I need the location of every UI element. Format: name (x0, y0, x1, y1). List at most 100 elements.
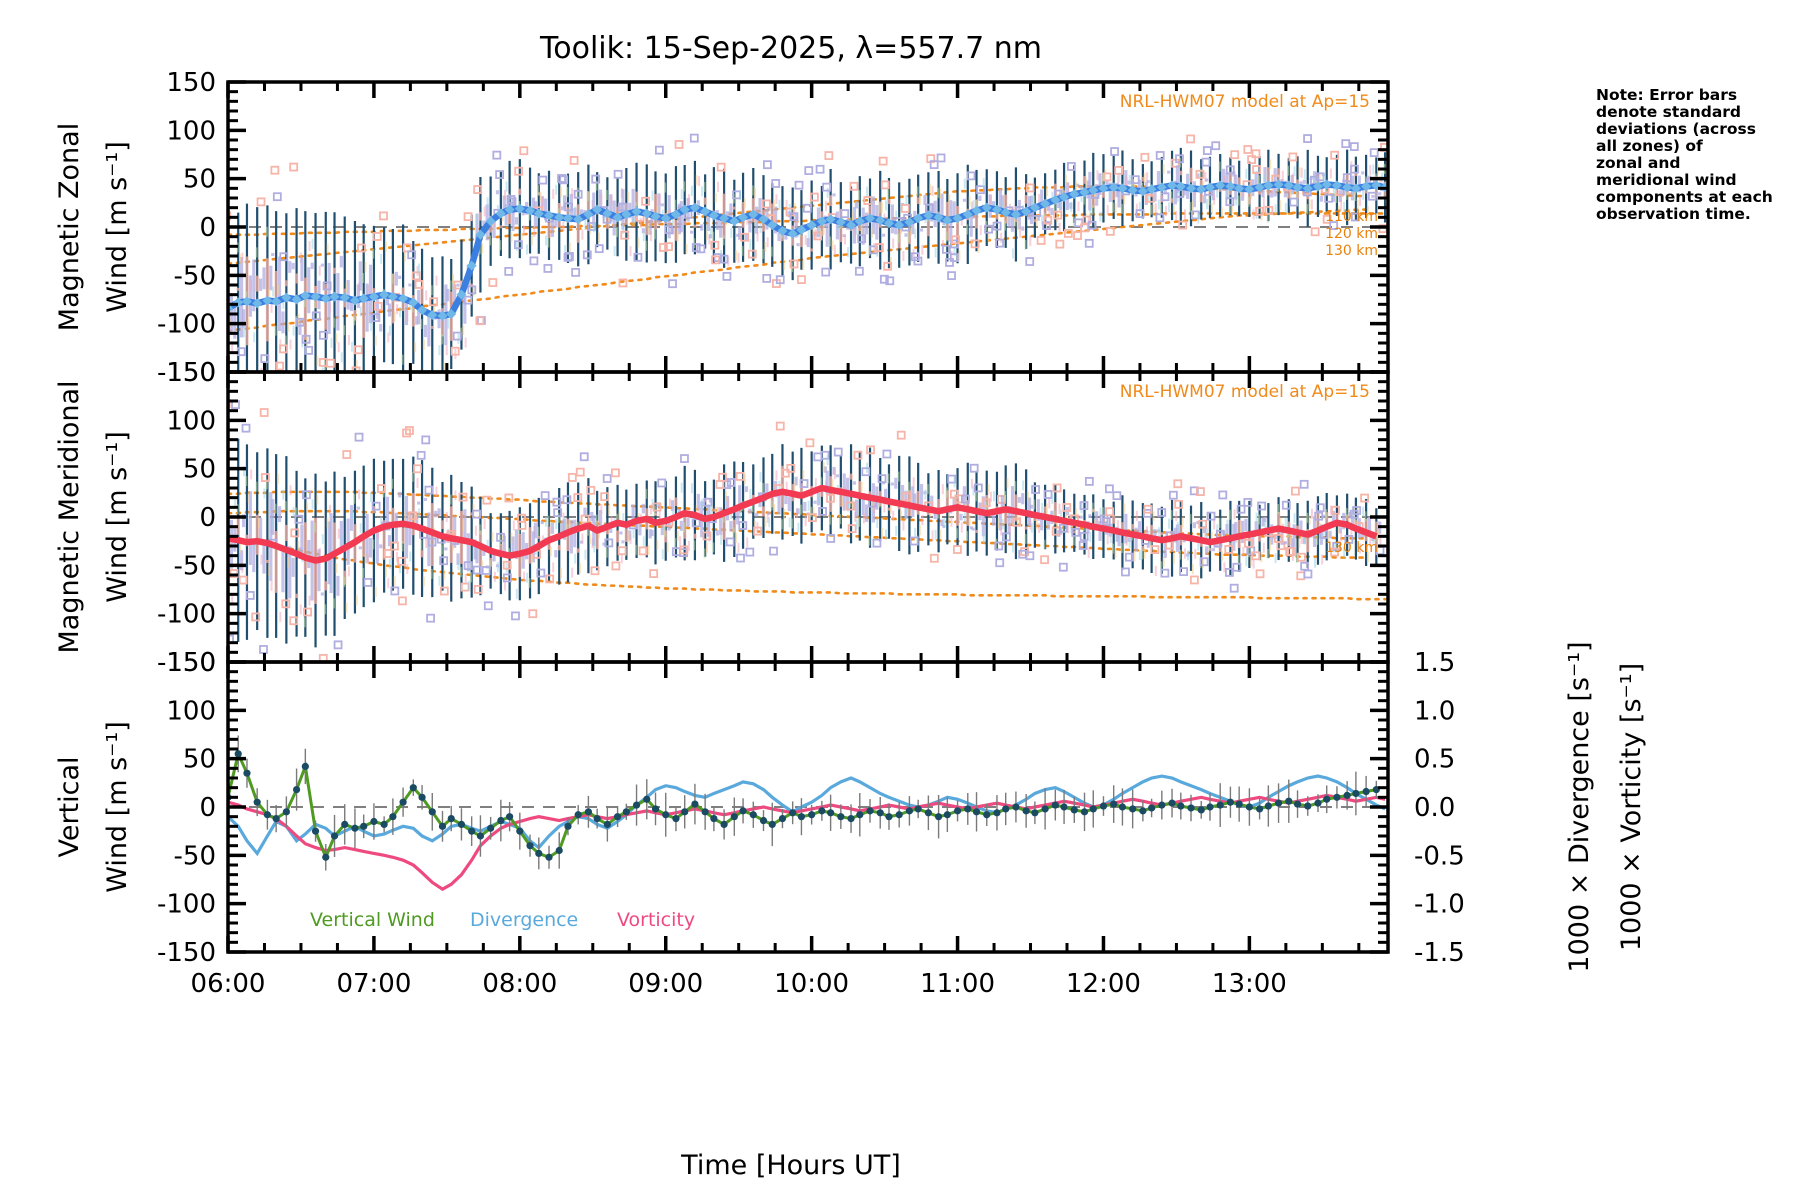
zone-tick (1176, 521, 1179, 532)
zone-spread-bar (706, 211, 711, 232)
zone-tick (680, 482, 683, 493)
zone-spread-bar (861, 493, 865, 516)
zone-spread-bar (683, 220, 687, 225)
zone-sample-marker (1225, 197, 1235, 207)
zone-spread-bar (631, 188, 635, 223)
zone-tick (447, 318, 450, 329)
zone-spread-bar (787, 211, 791, 218)
zone-spread-bar (504, 204, 508, 226)
zone-spread-bar (657, 193, 661, 225)
zone-spread-bar (1163, 543, 1167, 558)
zone-spread-bar (732, 519, 736, 533)
zone-tick (605, 547, 608, 558)
zone-tick (1045, 503, 1048, 514)
zone-sample-marker (913, 256, 923, 266)
vertical-wind-point (739, 807, 747, 815)
zone-tick (895, 210, 898, 221)
zone-tick (1099, 211, 1102, 222)
zone-sample-marker (1255, 206, 1265, 216)
zone-sample-marker (654, 145, 664, 155)
zone-tick (1162, 556, 1165, 567)
zone-spread-bar (729, 521, 733, 532)
zone-tick (1372, 164, 1375, 175)
zone-sample-marker (880, 180, 890, 190)
zone-spread-bar (1112, 184, 1116, 201)
zone-tick (907, 481, 910, 492)
mean-marker (1196, 184, 1207, 195)
vertical-wind-point (1264, 802, 1272, 810)
zone-sample-marker (1195, 169, 1205, 179)
zone-sample-marker (861, 467, 871, 477)
zone-tick (802, 470, 805, 481)
zone-sample-marker (1018, 549, 1028, 559)
zone-spread-bar (258, 517, 263, 544)
mean-marker (933, 212, 944, 223)
zone-sample-marker (808, 513, 817, 523)
zone-sample-marker (408, 511, 418, 521)
vertical-wind-point (808, 811, 816, 819)
zone-spread-bar (473, 539, 477, 560)
zone-tick (714, 506, 717, 517)
zone-spread-bar (281, 550, 285, 593)
zone-spread-bar (336, 575, 340, 596)
zone-sample-marker (495, 170, 505, 179)
zone-sample-marker (289, 162, 299, 172)
zone-spread-bar (362, 538, 366, 557)
zone-spread-bar (1257, 190, 1262, 195)
mean-marker (719, 213, 730, 224)
zone-sample-marker (1303, 134, 1312, 143)
zone-spread-bar (1196, 173, 1200, 178)
zone-sample-marker (304, 345, 314, 355)
zone-tick (749, 488, 752, 499)
zone-sample-marker (1322, 214, 1332, 224)
zone-tick (1262, 197, 1265, 208)
zone-spread-bar (882, 233, 886, 237)
mean-marker (846, 220, 857, 231)
zone-tick (770, 500, 773, 511)
zone-tick (294, 507, 297, 518)
mean-marker (456, 289, 467, 300)
y-tick-label: 0 (199, 793, 216, 823)
zone-tick (705, 542, 708, 553)
zone-spread-bar (562, 519, 567, 540)
zone-tick (1369, 164, 1372, 175)
zone-tick (272, 518, 275, 529)
zone-spread-bar (1299, 520, 1303, 534)
zone-sample-marker (617, 202, 627, 212)
zone-sample-marker (383, 549, 393, 558)
zone-tick (268, 565, 271, 576)
zone-tick (1170, 191, 1173, 202)
zone-tick (907, 232, 910, 243)
zone-sample-marker (1276, 541, 1286, 551)
vertical-wind-point (710, 815, 718, 823)
zone-spread-bar (621, 540, 625, 544)
zone-tick (1041, 502, 1044, 513)
zone-sample-marker (528, 609, 538, 619)
zone-spread-bar (971, 527, 975, 531)
zone-spread-bar (271, 252, 275, 256)
zone-tick (1210, 203, 1213, 214)
zone-sample-marker (517, 513, 526, 523)
zone-spread-bar (904, 233, 908, 237)
zone-tick (1058, 222, 1061, 233)
zone-spread-bar (648, 219, 652, 235)
zone-tick (899, 510, 902, 521)
zone-sample-marker (702, 531, 712, 541)
zone-tick (272, 286, 275, 297)
zone-spread-bar (427, 311, 431, 347)
mean-marker (437, 310, 448, 321)
vertical-wind-point (701, 808, 709, 816)
zone-tick (316, 494, 319, 505)
zone-tick (332, 317, 335, 328)
zone-spread-bar (725, 211, 730, 218)
zone-tick (504, 190, 507, 201)
zone-spread-bar (777, 489, 781, 515)
zone-tick (284, 501, 287, 512)
zone-tick (820, 477, 823, 488)
zone-tick (948, 194, 951, 205)
vertical-wind-point (905, 807, 914, 815)
zone-spread-bar (641, 228, 645, 234)
zone-spread-bar (936, 498, 941, 511)
zone-spread-bar (615, 530, 620, 543)
note-line: denote standard (1596, 103, 1741, 121)
